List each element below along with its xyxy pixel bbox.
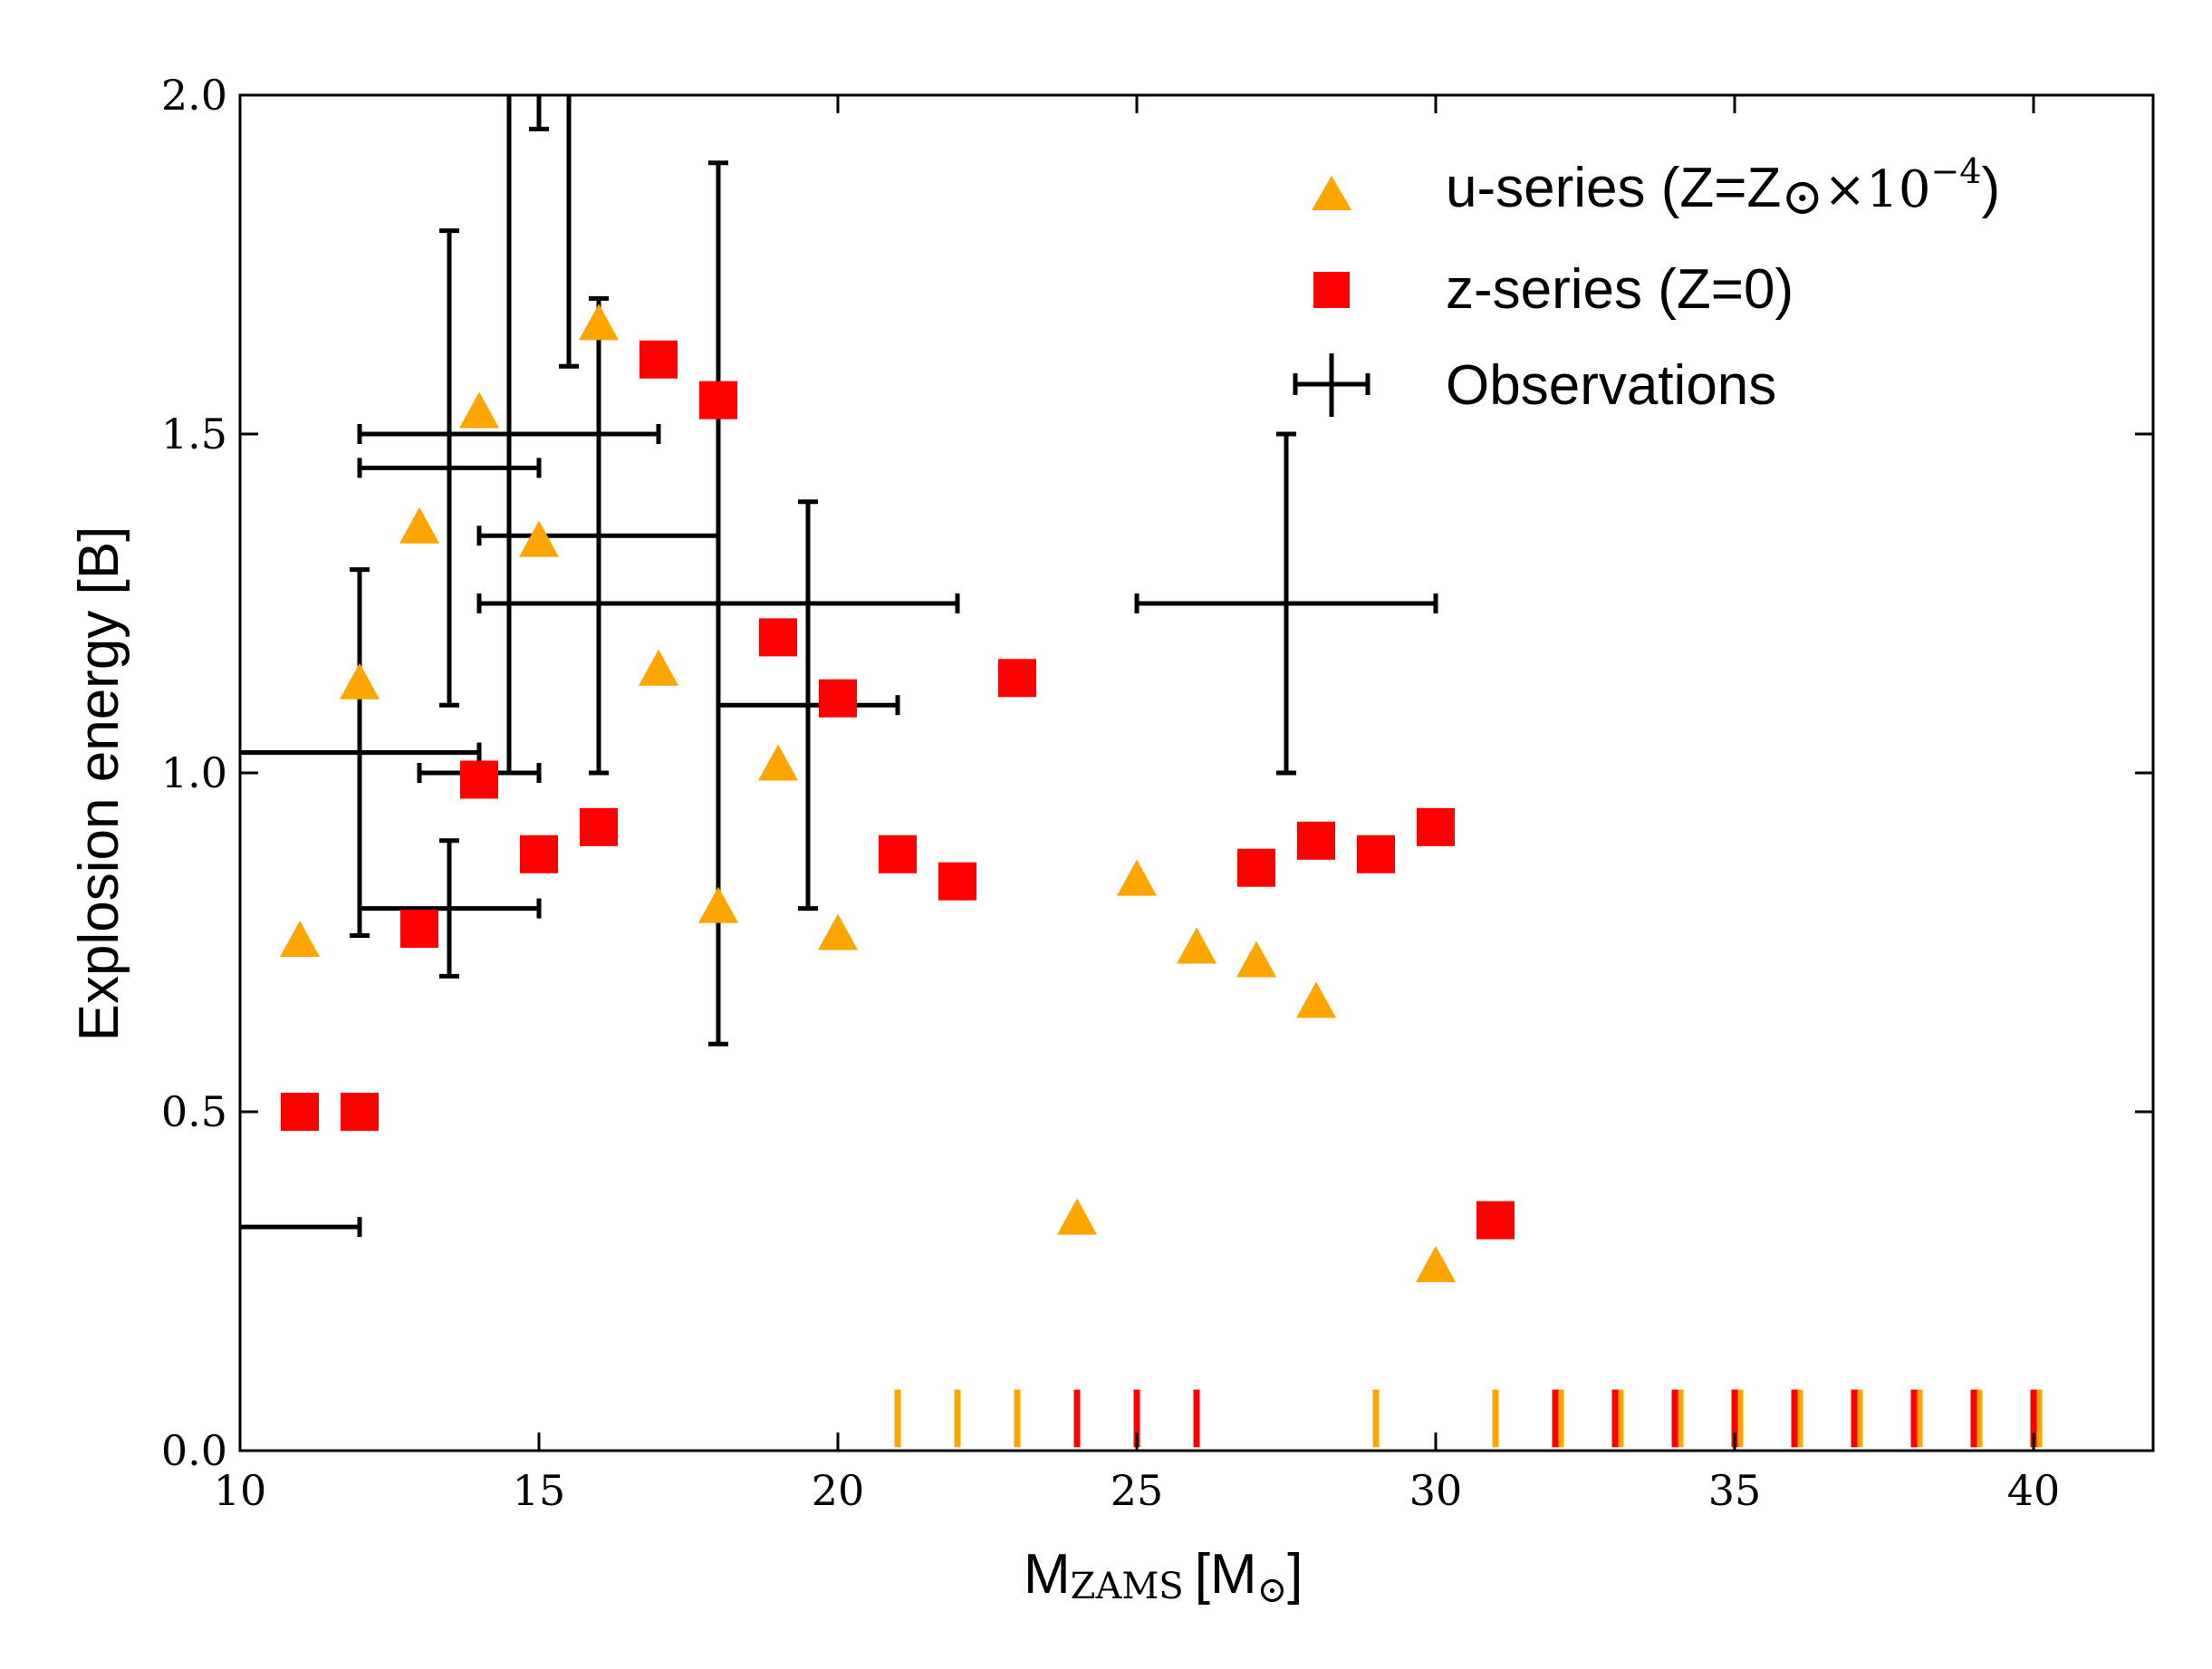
- legend-observations-marker: [1293, 353, 1370, 417]
- u-series-point: [340, 662, 380, 699]
- observation-point: [240, 1217, 362, 1238]
- z-series-point: [640, 340, 678, 379]
- y-tick-label: 0.0: [161, 1426, 227, 1475]
- observation-point: [716, 499, 900, 912]
- x-tick-label: 35: [1708, 1466, 1762, 1515]
- z-series-point: [879, 834, 917, 873]
- z-series-point: [400, 910, 438, 949]
- u-series-point: [1416, 1246, 1456, 1283]
- y-tick-label: 0.5: [161, 1087, 227, 1136]
- z-series-point: [341, 1093, 379, 1131]
- u-series-point: [399, 506, 439, 544]
- z-series-point: [1237, 848, 1275, 887]
- observation-point: [240, 567, 482, 939]
- legend-observations-label: Observations: [1446, 354, 1776, 417]
- y-axis-label: Explosion energy [B]: [68, 526, 130, 1042]
- x-tick-label: 40: [2007, 1466, 2061, 1515]
- u-series-point: [758, 744, 798, 781]
- y-tick-label: 1.5: [161, 410, 227, 458]
- u-series-point: [1177, 927, 1217, 964]
- x-tick-label: 25: [1111, 1466, 1164, 1515]
- y-tick-label: 2.0: [161, 71, 227, 120]
- plot-frame: [238, 93, 2155, 1452]
- u-series-point: [698, 886, 738, 923]
- observation-point: [1134, 431, 1438, 776]
- x-tick-label: 10: [214, 1466, 267, 1515]
- legend: u-series (Z=Z⊙×10−4) z-series (Z=0) Obse…: [1293, 151, 2000, 417]
- z-series-point: [819, 679, 857, 718]
- z-series-point: [520, 834, 558, 873]
- x-axis-label: MZAMS [M⊙]: [1024, 1543, 1303, 1611]
- z-series-point: [998, 659, 1036, 698]
- legend-u-label: u-series (Z=Z⊙×10−4): [1446, 151, 2000, 227]
- z-series-point: [580, 807, 618, 846]
- x-tick-label: 15: [513, 1466, 566, 1515]
- z-series-point: [1297, 821, 1335, 860]
- z-series-point: [1417, 807, 1455, 846]
- z-series-point: [281, 1093, 319, 1131]
- observation-point: [417, 95, 542, 783]
- u-series-point: [579, 304, 619, 341]
- u-series-point: [519, 520, 559, 557]
- u-series-point: [1057, 1198, 1097, 1235]
- u-series-point: [639, 649, 678, 686]
- z-series-point: [759, 618, 797, 657]
- observation-point: [357, 838, 542, 979]
- y-tick-label: 1.0: [161, 748, 227, 797]
- u-series-point: [459, 391, 499, 429]
- legend-z-label: z-series (Z=0): [1446, 258, 1794, 321]
- u-series-point: [1296, 981, 1336, 1018]
- y-axis: 0.0 0.5 1.0 1.5 2.0: [161, 71, 2153, 1475]
- x-axis: 10 15 20 25 30 35 40: [214, 95, 2061, 1515]
- z-series-point: [699, 381, 737, 420]
- legend-z-marker: [1313, 272, 1350, 308]
- x-tick-label: 30: [1409, 1466, 1463, 1515]
- z-series-point: [460, 760, 498, 799]
- z-series-point: [1357, 834, 1395, 873]
- z-series-point: [938, 862, 976, 901]
- observation-point: [357, 228, 542, 708]
- observation-point: [559, 95, 579, 369]
- u-series-point: [818, 913, 858, 950]
- plot-area: [240, 95, 2043, 1448]
- z-series-point: [1476, 1201, 1515, 1240]
- legend-u-marker: [1312, 176, 1351, 210]
- u-series-point: [1236, 941, 1276, 978]
- x-tick-label: 20: [812, 1466, 865, 1515]
- u-series-point: [1117, 859, 1157, 896]
- u-series-point: [280, 921, 320, 957]
